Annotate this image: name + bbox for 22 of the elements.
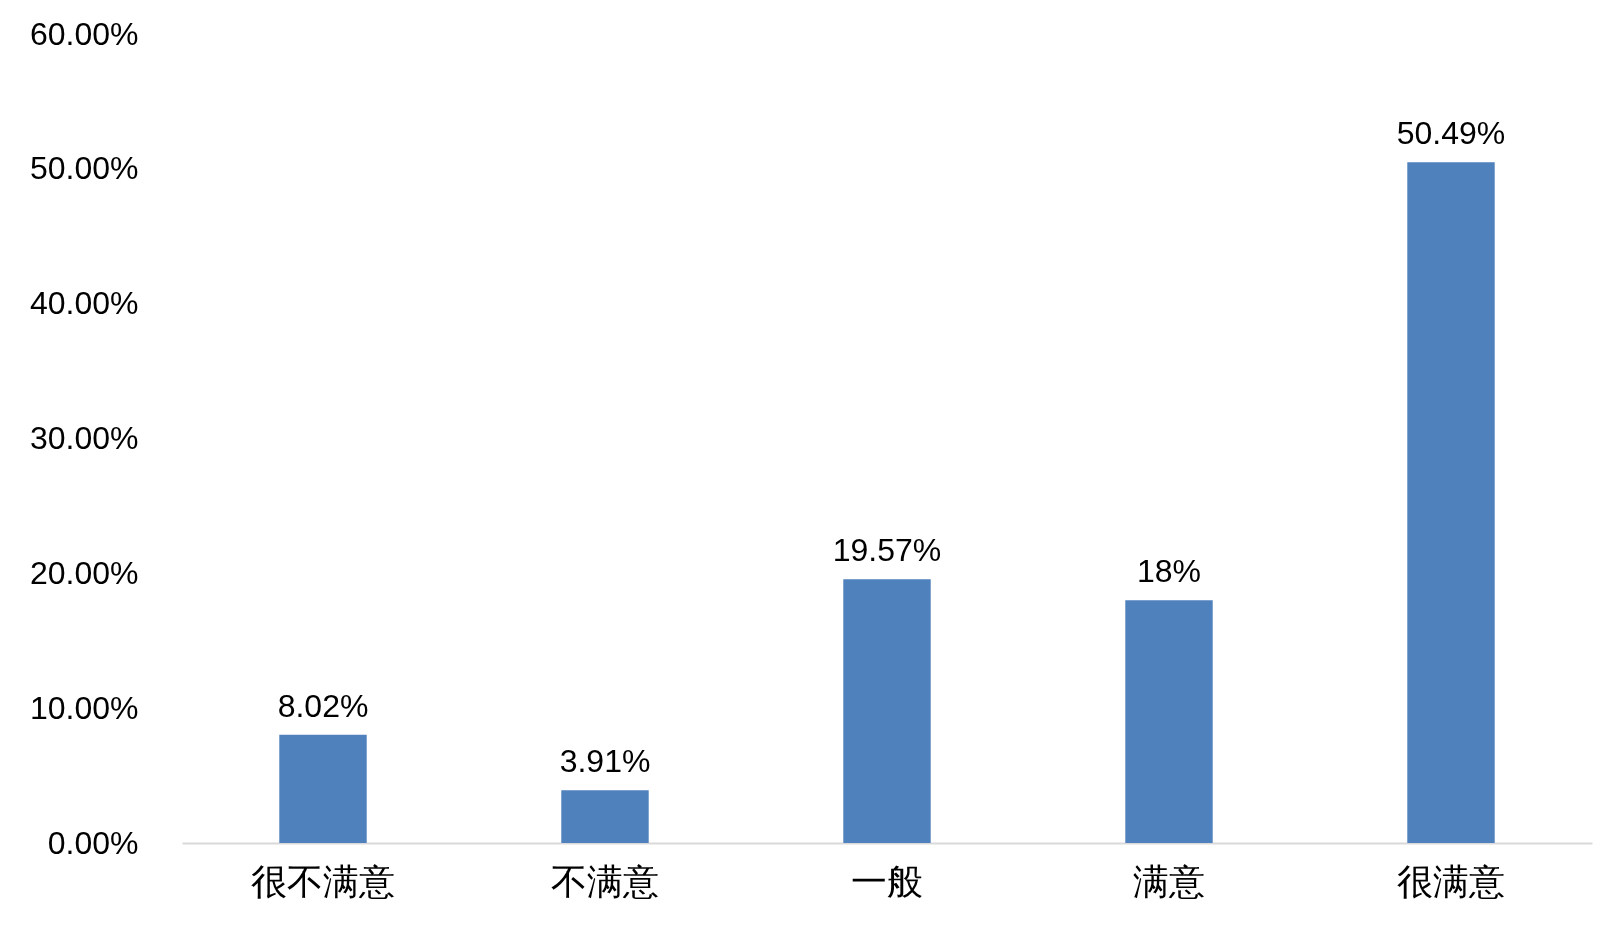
x-tick-label: 很不满意 xyxy=(251,860,395,902)
data-label: 50.49% xyxy=(1396,115,1506,152)
x-tick-label: 不满意 xyxy=(551,860,659,902)
x-tick-label: 一般 xyxy=(851,860,923,902)
bar xyxy=(279,734,367,843)
bar xyxy=(843,579,931,843)
data-label: 18% xyxy=(1136,553,1202,590)
y-tick-label: 60.00% xyxy=(29,15,139,52)
y-tick-label: 40.00% xyxy=(29,285,139,322)
data-label: 8.02% xyxy=(277,687,369,724)
data-label: 3.91% xyxy=(559,743,651,780)
x-tick-label: 很满意 xyxy=(1397,860,1505,902)
y-tick-label: 30.00% xyxy=(29,420,139,456)
bar xyxy=(1125,600,1213,843)
y-tick-label: 20.00% xyxy=(29,554,139,591)
bar xyxy=(1407,162,1495,843)
x-tick-label: 满意 xyxy=(1133,860,1205,902)
y-tick-label: 50.00% xyxy=(29,150,139,187)
data-label: 19.57% xyxy=(832,532,942,569)
bar xyxy=(561,790,649,843)
y-tick-label: 10.00% xyxy=(29,689,139,726)
y-tick-label: 0.00% xyxy=(47,824,139,861)
